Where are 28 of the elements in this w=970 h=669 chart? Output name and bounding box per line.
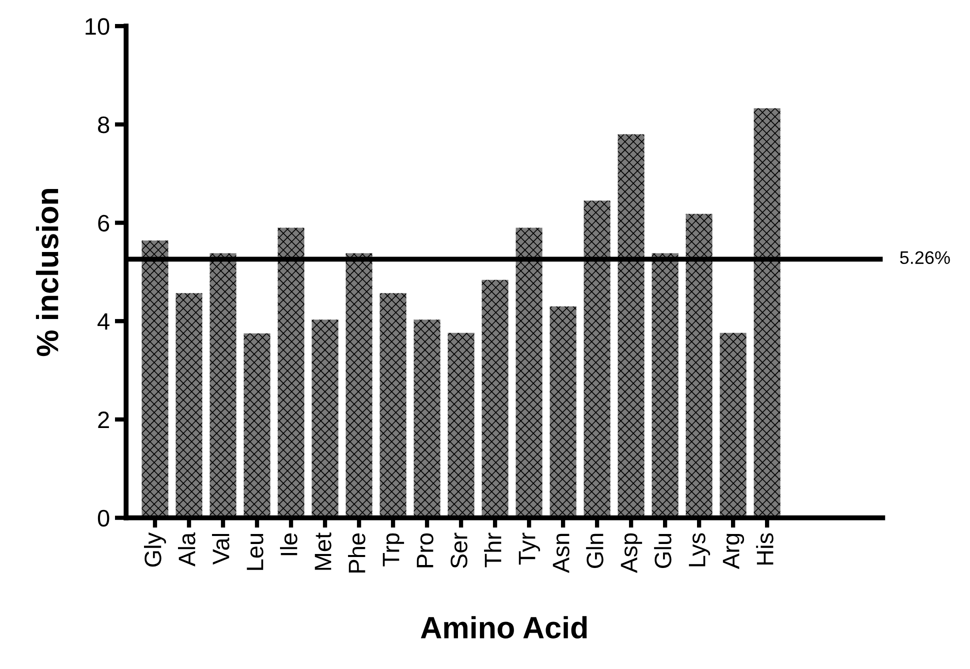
- x-tick-label: Pro: [416, 533, 434, 568]
- x-tick-label: Ser: [450, 532, 468, 568]
- y-axis-title: % inclusion: [36, 188, 58, 356]
- x-tick-label: Asp: [620, 533, 642, 574]
- y-tick-label: 6: [98, 214, 110, 232]
- x-tick-label: Asn: [552, 534, 570, 574]
- x-tick-label: Met: [314, 532, 332, 570]
- y-tick-label: 2: [98, 412, 109, 428]
- x-tick-label: Thr: [484, 532, 502, 568]
- y-tick-label: 10: [86, 18, 110, 35]
- y-tick-label: 0: [98, 510, 110, 527]
- x-tick-label: Trp: [382, 533, 404, 566]
- ref-line-label: 5.26%: [900, 251, 950, 264]
- x-tick-label: His: [756, 533, 774, 565]
- x-tick-label: Phe: [348, 533, 366, 572]
- x-axis-title: Amino Acid: [420, 616, 587, 639]
- y-tick-label: 4: [98, 313, 110, 330]
- y-tick-label: 8: [98, 116, 110, 134]
- x-tick-label: Gly: [144, 532, 166, 567]
- x-tick-label: Glu: [654, 534, 672, 568]
- x-tick-label: Arg: [722, 534, 744, 570]
- x-tick-label: Leu: [246, 534, 264, 570]
- x-tick-label: Val: [212, 534, 230, 565]
- x-tick-label: Ala: [178, 532, 196, 566]
- x-tick-label: Lys: [688, 533, 710, 566]
- x-tick-label: Gln: [586, 534, 604, 568]
- x-tick-label: Ile: [280, 533, 298, 556]
- x-tick-label: Tyr: [518, 532, 540, 565]
